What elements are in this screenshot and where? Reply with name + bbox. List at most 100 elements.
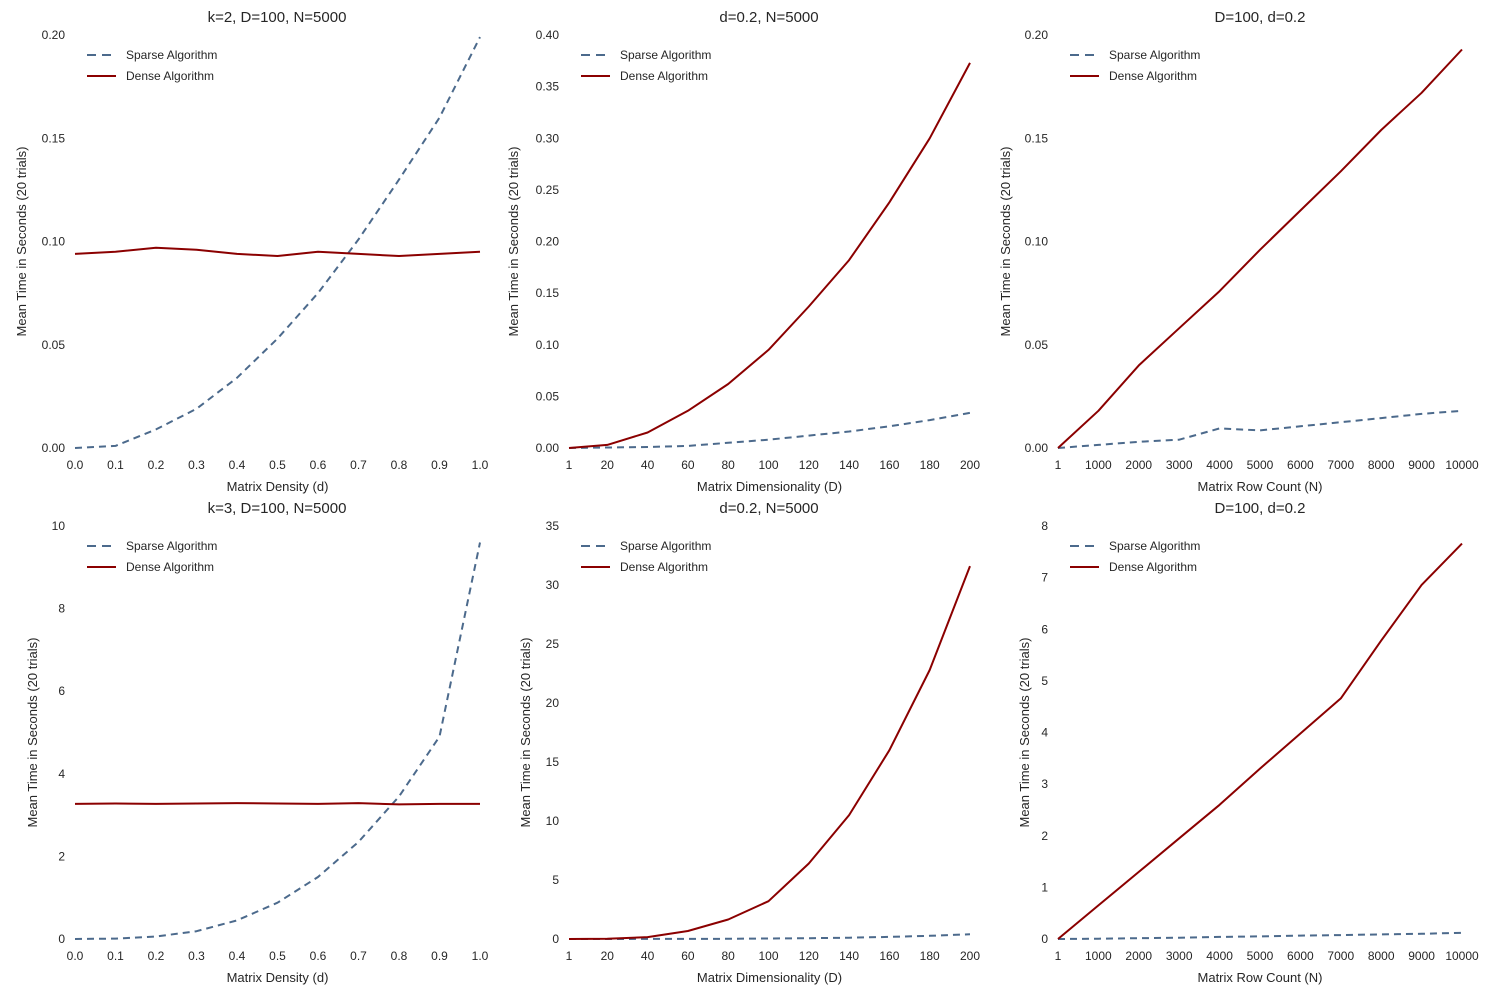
y-tick-label: 0.00 bbox=[536, 441, 560, 455]
y-tick-label: 0.30 bbox=[536, 131, 560, 145]
y-tick-label: 30 bbox=[546, 578, 560, 592]
y-tick-label: 4 bbox=[58, 767, 65, 781]
x-tick-label: 1 bbox=[566, 458, 573, 472]
x-tick-label: 100 bbox=[758, 949, 778, 963]
x-axis-label: Matrix Row Count (N) bbox=[1198, 970, 1323, 985]
y-tick-label: 6 bbox=[1041, 622, 1048, 636]
x-tick-label: 9000 bbox=[1408, 949, 1435, 963]
dense-series-line bbox=[74, 246, 481, 257]
y-axis-label: Mean Time in Seconds (20 trials) bbox=[506, 146, 521, 336]
subplot-2: d=0.2, N=5000 0.00 0.05 0.10 0.15 0.20 0.25 0.3… bbox=[506, 9, 980, 494]
x-tick-label: 60 bbox=[681, 949, 695, 963]
chart-title: d=0.2, N=5000 bbox=[719, 500, 818, 517]
y-tick-label: 0.25 bbox=[536, 183, 560, 197]
chart-title: D=100, d=0.2 bbox=[1215, 500, 1306, 517]
y-tick-label: 7 bbox=[1041, 571, 1048, 585]
x-tick-label: 5000 bbox=[1247, 949, 1274, 963]
x-tick-label: 0.1 bbox=[107, 458, 124, 472]
x-tick-label: 180 bbox=[920, 458, 940, 472]
y-tick-label: 5 bbox=[1041, 674, 1048, 688]
x-tick-label: 0.4 bbox=[229, 458, 246, 472]
x-tick-label: 0.3 bbox=[188, 949, 205, 963]
x-tick-label: 200 bbox=[960, 458, 980, 472]
y-tick-label: 10 bbox=[52, 519, 66, 533]
legend: Sparse Algorithm Dense Algorithm bbox=[87, 48, 217, 83]
y-tick-label: 0.00 bbox=[1025, 441, 1049, 455]
x-tick-label: 0.4 bbox=[229, 949, 246, 963]
legend-label: Dense Algorithm bbox=[620, 69, 708, 83]
x-tick-label: 160 bbox=[879, 458, 899, 472]
x-tick-label: 7000 bbox=[1327, 458, 1354, 472]
y-tick-label: 4 bbox=[1041, 726, 1048, 740]
x-tick-label: 9000 bbox=[1408, 458, 1435, 472]
x-tick-label: 40 bbox=[641, 949, 655, 963]
legend: Sparse Algorithm Dense Algorithm bbox=[581, 539, 711, 574]
y-axis-label: Mean Time in Seconds (20 trials) bbox=[998, 146, 1013, 336]
y-tick-label: 2 bbox=[58, 849, 65, 863]
y-tick-label: 0.05 bbox=[536, 389, 560, 403]
y-tick-label: 8 bbox=[1041, 519, 1048, 533]
legend-label: Sparse Algorithm bbox=[126, 48, 217, 62]
x-axis-label: Matrix Row Count (N) bbox=[1198, 479, 1323, 494]
x-tick-label: 0.9 bbox=[431, 949, 448, 963]
x-tick-label: 100 bbox=[758, 458, 778, 472]
x-tick-label: 0.6 bbox=[310, 458, 327, 472]
x-tick-label: 0.6 bbox=[310, 949, 327, 963]
legend-label: Sparse Algorithm bbox=[620, 48, 711, 62]
subplot-3: D=100, d=0.2 0.00 0.05 0.10 0.15 0.20 1 1000 200… bbox=[998, 9, 1479, 494]
x-tick-label: 80 bbox=[722, 458, 736, 472]
y-tick-label: 25 bbox=[546, 637, 560, 651]
chart-title: D=100, d=0.2 bbox=[1215, 9, 1306, 26]
y-tick-label: 15 bbox=[546, 755, 560, 769]
x-tick-label: 6000 bbox=[1287, 458, 1314, 472]
y-tick-label: 0.20 bbox=[536, 235, 560, 249]
y-tick-label: 0 bbox=[552, 932, 559, 946]
chart-title: d=0.2, N=5000 bbox=[719, 9, 818, 26]
sparse-series-line bbox=[568, 411, 971, 449]
x-tick-label: 140 bbox=[839, 458, 859, 472]
x-tick-label: 5000 bbox=[1247, 458, 1274, 472]
dense-series-line bbox=[74, 802, 480, 806]
y-tick-label: 0.35 bbox=[536, 80, 560, 94]
legend-label: Dense Algorithm bbox=[1109, 560, 1197, 574]
y-axis-label: Mean Time in Seconds (20 trials) bbox=[518, 637, 533, 827]
x-tick-label: 0.2 bbox=[148, 458, 165, 472]
x-tick-label: 7000 bbox=[1327, 949, 1354, 963]
y-tick-label: 8 bbox=[58, 602, 65, 616]
x-tick-label: 0.7 bbox=[350, 949, 367, 963]
y-tick-label: 1 bbox=[1041, 880, 1048, 894]
legend-label: Dense Algorithm bbox=[620, 560, 708, 574]
sparse-series-line bbox=[569, 933, 971, 940]
x-tick-label: 1.0 bbox=[472, 949, 489, 963]
x-tick-label: 0.8 bbox=[391, 949, 408, 963]
chart-title: k=3, D=100, N=5000 bbox=[208, 500, 347, 517]
y-tick-label: 35 bbox=[546, 519, 560, 533]
x-tick-label: 4000 bbox=[1206, 458, 1233, 472]
legend: Sparse Algorithm Dense Algorithm bbox=[87, 539, 217, 574]
x-tick-label: 1.0 bbox=[472, 458, 489, 472]
x-tick-label: 0.9 bbox=[431, 458, 448, 472]
x-tick-label: 200 bbox=[960, 949, 980, 963]
y-axis-label: Mean Time in Seconds (20 trials) bbox=[14, 146, 29, 336]
y-tick-label: 0.00 bbox=[42, 441, 66, 455]
x-tick-label: 140 bbox=[839, 949, 859, 963]
legend-label: Dense Algorithm bbox=[126, 560, 214, 574]
x-tick-label: 1 bbox=[1055, 458, 1062, 472]
x-tick-label: 180 bbox=[920, 949, 940, 963]
y-tick-label: 0.05 bbox=[1025, 338, 1049, 352]
x-tick-label: 3000 bbox=[1166, 949, 1193, 963]
y-tick-label: 0 bbox=[58, 932, 65, 946]
dense-series-line bbox=[568, 565, 971, 940]
y-tick-label: 0.10 bbox=[1025, 235, 1049, 249]
x-tick-label: 0.2 bbox=[148, 949, 165, 963]
legend-label: Sparse Algorithm bbox=[620, 539, 711, 553]
x-tick-label: 10000 bbox=[1445, 458, 1479, 472]
x-tick-label: 60 bbox=[681, 458, 695, 472]
x-tick-label: 160 bbox=[879, 949, 899, 963]
legend-label: Sparse Algorithm bbox=[1109, 539, 1200, 553]
x-tick-label: 2000 bbox=[1125, 458, 1152, 472]
chart-title: k=2, D=100, N=5000 bbox=[208, 9, 347, 26]
